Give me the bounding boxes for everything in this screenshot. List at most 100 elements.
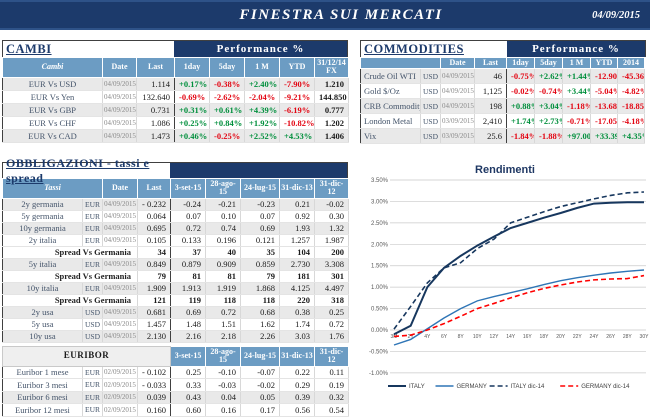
cell: -0.38% — [209, 77, 245, 91]
cell: +0.25% — [174, 116, 210, 130]
column-header: 28-ago-15 — [205, 178, 242, 199]
column-header: Last — [137, 178, 172, 199]
table-row: 5y usa USD 04/09/2015 1.457 1.48 1.51 1.62 1.74… — [2, 318, 350, 331]
cambi-performance-label: Performance % — [174, 41, 347, 57]
column-header: 1 M — [562, 56, 591, 70]
cell: 1.62 — [240, 318, 281, 331]
page-title: FINESTRA SUI MERCATI — [239, 6, 443, 23]
series-line-germany-dic-14 — [393, 274, 645, 338]
column-header — [360, 56, 441, 70]
cell: 25.6 — [474, 128, 507, 145]
cell: +1.44% — [562, 68, 591, 85]
cell: 3.03 — [279, 330, 316, 343]
cell: 2.26 — [240, 330, 281, 343]
column-header: Date — [102, 178, 139, 199]
cell: -5.04% — [590, 83, 618, 100]
chart-text: 30Y — [640, 334, 650, 340]
chart-text: 24Y — [590, 334, 600, 340]
cell: 1.457 — [137, 318, 172, 331]
cell: USD — [420, 98, 441, 115]
chart-text: 0.00% — [371, 328, 389, 334]
cell: 04/09/2015 — [102, 258, 139, 271]
table-row: Spread Vs Germania 34 37 40 35 104 200 — [2, 246, 350, 259]
obbligazioni-panel: OBBLIGAZIONI - tassi e spread Tassi Date L… — [1, 156, 350, 417]
table-row: Crude Oil WTIUSD04/09/201546-0.75%+2.62%… — [360, 68, 645, 85]
cell: 2y germania — [2, 198, 83, 211]
cell: 1.74 — [279, 318, 316, 331]
cell: -0.75% — [506, 68, 535, 85]
column-header: 24-lug-15 — [240, 178, 281, 199]
chart-text: -0.50% — [369, 349, 389, 355]
cell: 121 — [137, 294, 172, 307]
cell: -0.23 — [240, 198, 281, 211]
cell: 04/09/2015 — [102, 129, 137, 143]
cell: -0.71% — [562, 113, 591, 130]
cell: 04/09/2015 — [440, 68, 475, 85]
table-row: 2y usa USD 04/09/2015 0.681 0.69 0.72 0.68 0.38… — [2, 306, 350, 319]
cell: 200 — [314, 246, 350, 259]
cell: 318 — [314, 294, 350, 307]
cell: 04/09/2015 — [102, 116, 137, 130]
cell: 104 — [279, 246, 316, 259]
cell: 0.07 — [170, 210, 207, 223]
chart-text: 2Y — [408, 334, 415, 340]
cell: 0.731 — [136, 103, 175, 117]
table-row: VixUSD03/09/201525.6-1.84%-1.88%+97.00%+… — [360, 128, 645, 145]
cell: -0.02 — [314, 198, 350, 211]
cell: 4.497 — [314, 282, 350, 295]
table-row: 10y germania EUR 04/09/2015 0.695 0.72 0.74 0.… — [2, 222, 350, 235]
cell: 1.868 — [240, 282, 281, 295]
cell: +1.74% — [506, 113, 535, 130]
cell: 119 — [170, 294, 207, 307]
table-row: CRB CommodityUSD04/09/2015198+0.88%+3.04… — [360, 98, 645, 115]
cell: 0.849 — [137, 258, 172, 271]
cell: -18.85% — [617, 98, 645, 115]
cell: -0.02 — [240, 378, 281, 392]
chart-title: Rendimenti — [475, 164, 535, 176]
cell: 04/09/2015 — [102, 77, 137, 91]
cell: -1.18% — [562, 98, 591, 115]
cell: 0.69 — [170, 306, 207, 319]
legend-label: ITALY — [409, 384, 425, 390]
table-row: EUR Vs Yen 04/09/2015 132.640 -0.69% -2.62% -… — [2, 90, 349, 104]
cambi-title: CAMBI — [6, 41, 52, 56]
cell: EUR — [82, 198, 104, 211]
cell: 81 — [170, 270, 207, 283]
cell: 118 — [240, 294, 281, 307]
chart-text: 22Y — [573, 334, 583, 340]
table-row: Gold $/OzUSD04/09/20151,125-0.02%-0.74%+… — [360, 83, 645, 100]
cell: 0.72 — [205, 306, 242, 319]
cell: EUR Vs CHF — [2, 116, 103, 130]
cell: +4.35% — [617, 128, 645, 145]
cell: EUR — [82, 282, 104, 295]
table-row: Cambi Date Last 1day 5day 1 M YTD 31/12/14 FX — [2, 57, 349, 78]
table-row: 10y italia EUR 04/09/2015 1.909 1.913 1.919 1.… — [2, 282, 350, 295]
obbligazioni-title-cell: OBBLIGAZIONI - tassi e spread — [3, 156, 171, 185]
column-header: Last — [136, 57, 175, 78]
cell: 0.909 — [205, 258, 242, 271]
cell: 1.086 — [136, 116, 175, 130]
column-header: 28-ago-15 — [205, 345, 242, 367]
column-header: 3-set-15 — [170, 178, 207, 199]
column-header: EURIBOR — [1, 345, 172, 367]
cell: 0.38 — [279, 306, 316, 319]
cell: - 0.102 — [137, 366, 172, 380]
column-header: 5day — [534, 56, 563, 70]
column-header: Cambi — [2, 57, 103, 78]
column-header: 31-dic-12 — [314, 345, 350, 367]
cell: 0.879 — [170, 258, 207, 271]
cell: USD — [82, 330, 104, 343]
chart-text: 3.50% — [371, 178, 389, 184]
cell: 0.54 — [314, 403, 350, 417]
commodities-panel: COMMODITIES Performance % Date Last 1day 5d… — [360, 40, 646, 145]
cell: 144.850 — [314, 90, 349, 104]
cell: 03/09/2015 — [440, 128, 475, 145]
cell: -0.24 — [170, 198, 207, 211]
cell: 0.17 — [240, 403, 281, 417]
cell: 2.16 — [170, 330, 207, 343]
cell: 10y usa — [2, 330, 83, 343]
cell: 79 — [240, 270, 281, 283]
cell: -17.05% — [590, 113, 618, 130]
cell: USD — [420, 113, 441, 130]
cell: Euribor 12 mesi — [2, 403, 83, 417]
